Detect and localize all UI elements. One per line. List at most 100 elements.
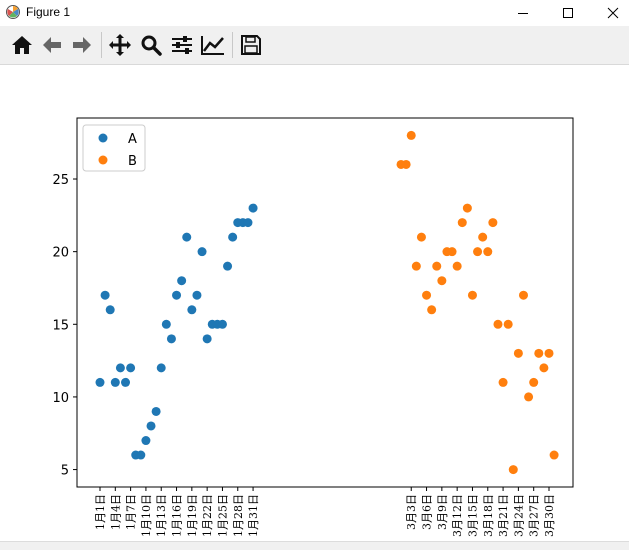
- x-tick-label: 3月15日: [466, 494, 479, 537]
- data-point-a: [202, 334, 212, 344]
- data-point-b: [498, 377, 508, 387]
- pan-button[interactable]: [106, 31, 134, 59]
- data-point-b: [452, 261, 462, 271]
- x-tick-label: 1月28日: [232, 494, 245, 537]
- x-tick-label: 1月31日: [247, 494, 260, 537]
- toolbar-separator: [101, 32, 102, 58]
- data-point-a: [126, 363, 136, 373]
- toolbar-separator: [232, 32, 233, 58]
- data-point-b: [447, 247, 457, 257]
- navigation-toolbar: [0, 26, 629, 65]
- matplotlib-logo-icon: [6, 5, 20, 19]
- legend-label-a: A: [128, 132, 137, 147]
- data-point-b: [529, 377, 539, 387]
- zoom-icon: [141, 35, 162, 56]
- y-tick-label: 10: [52, 391, 69, 406]
- data-point-a: [166, 334, 176, 344]
- data-point-b: [437, 276, 447, 286]
- scatter-points: [95, 130, 559, 475]
- forward-button[interactable]: [68, 31, 96, 59]
- data-point-b: [467, 290, 477, 300]
- data-point-a: [110, 377, 120, 387]
- data-point-b: [493, 319, 503, 329]
- move-icon: [109, 34, 131, 56]
- data-point-a: [243, 218, 253, 228]
- minimize-button[interactable]: [500, 0, 546, 26]
- x-tick-label: 1月25日: [216, 494, 229, 537]
- data-point-a: [95, 377, 105, 387]
- x-axis: 1月1日 1月4日 1月7日 1月10日 1月13日 1月16日 1月19日 1月22日 1月2…: [94, 487, 556, 537]
- data-point-b: [513, 348, 523, 358]
- data-point-a: [146, 421, 156, 431]
- y-tick-label: 25: [52, 173, 69, 188]
- data-point-b: [427, 305, 437, 315]
- data-point-b: [503, 319, 513, 329]
- legend-marker-b: [98, 155, 108, 165]
- data-point-b: [524, 392, 534, 402]
- x-tick-label: 3月12日: [451, 494, 464, 537]
- close-icon: [607, 7, 619, 19]
- customize-button[interactable]: [199, 31, 227, 59]
- data-point-a: [248, 203, 258, 213]
- figure-canvas[interactable]: 5 10 15 20 25 1月1日 1月4日 1月7日 1月10日 1月13日 1月16日 1月1…: [0, 65, 629, 541]
- data-point-b: [411, 261, 421, 271]
- data-point-a: [223, 261, 233, 271]
- data-point-b: [534, 348, 544, 358]
- y-tick-label: 5: [61, 464, 69, 479]
- data-point-b: [457, 218, 467, 228]
- status-bar: [0, 541, 629, 550]
- legend-marker-a: [98, 133, 108, 143]
- data-point-b: [416, 232, 426, 242]
- legend: A B: [82, 124, 146, 172]
- data-point-a: [115, 363, 125, 373]
- legend-box: [82, 124, 146, 172]
- data-point-a: [172, 290, 182, 300]
- data-point-b: [488, 218, 498, 228]
- data-point-a: [156, 363, 166, 373]
- data-point-a: [192, 290, 202, 300]
- window-titlebar: Figure 1: [0, 0, 629, 26]
- data-point-a: [151, 406, 161, 416]
- data-point-a: [105, 305, 115, 315]
- y-axis: 5 10 15 20 25: [52, 173, 77, 479]
- arrow-right-icon: [73, 37, 91, 53]
- data-point-b: [483, 247, 493, 257]
- data-point-a: [177, 276, 187, 286]
- x-tick-label: 3月3日: [405, 494, 418, 530]
- x-tick-label: 3月21日: [497, 494, 510, 537]
- y-tick-label: 20: [52, 246, 69, 261]
- data-point-b: [473, 247, 483, 257]
- subplots-button[interactable]: [168, 31, 196, 59]
- scatter-chart: 5 10 15 20 25 1月1日 1月4日 1月7日 1月10日 1月13日 1月16日 1月1…: [52, 117, 574, 537]
- data-point-b: [478, 232, 488, 242]
- zoom-button[interactable]: [137, 31, 165, 59]
- data-point-a: [141, 436, 151, 446]
- x-tick-label: 1月22日: [201, 494, 214, 537]
- x-tick-label: 1月7日: [125, 494, 138, 530]
- maximize-button[interactable]: [545, 0, 591, 26]
- x-tick-label: 1月13日: [155, 494, 168, 537]
- home-button[interactable]: [8, 31, 36, 59]
- data-point-a: [161, 319, 171, 329]
- data-point-a: [187, 305, 197, 315]
- back-button[interactable]: [38, 31, 66, 59]
- plot-background: [76, 117, 574, 488]
- home-icon: [12, 36, 32, 54]
- x-tick-label: 1月16日: [171, 494, 184, 537]
- x-tick-label: 3月24日: [512, 494, 525, 537]
- x-tick-label: 3月18日: [482, 494, 495, 537]
- save-button[interactable]: [237, 31, 265, 59]
- data-point-a: [217, 319, 227, 329]
- x-tick-label: 1月1日: [94, 494, 107, 530]
- data-point-b: [539, 363, 549, 373]
- x-tick-label: 1月10日: [140, 494, 153, 537]
- window-title: Figure 1: [26, 5, 71, 19]
- data-point-b: [422, 290, 432, 300]
- y-tick-label: 15: [52, 318, 69, 333]
- data-point-b: [432, 261, 442, 271]
- data-point-b: [462, 203, 472, 213]
- maximize-icon: [563, 8, 573, 18]
- close-button[interactable]: [590, 0, 629, 26]
- data-point-b: [508, 465, 518, 475]
- x-tick-label: 3月30日: [543, 494, 556, 537]
